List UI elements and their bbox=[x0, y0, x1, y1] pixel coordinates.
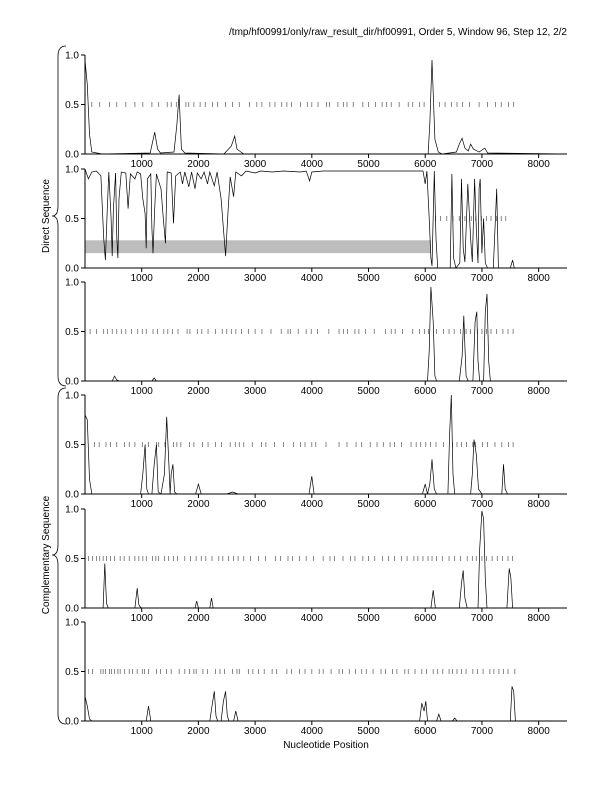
x-tick-label: 1000 bbox=[131, 613, 154, 624]
y-tick-label: 1.0 bbox=[65, 51, 79, 62]
chart-title: /tmp/hf00991/only/raw_result_dir/hf00991… bbox=[229, 27, 567, 38]
x-tick-label: 6000 bbox=[414, 726, 437, 737]
y-tick-label: 1.0 bbox=[65, 278, 79, 289]
y-tick-label: 0.0 bbox=[65, 490, 79, 501]
y-tick-label: 0.5 bbox=[65, 667, 79, 678]
x-tick-label: 4000 bbox=[301, 386, 324, 397]
y-tick-label: 0.5 bbox=[65, 100, 79, 111]
series-line-1 bbox=[84, 686, 567, 722]
x-tick-label: 1000 bbox=[131, 386, 154, 397]
x-tick-label: 1000 bbox=[131, 726, 154, 737]
y-tick-label: 1.0 bbox=[65, 165, 79, 176]
x-tick-label: 8000 bbox=[528, 386, 551, 397]
y-tick-label: 1.0 bbox=[65, 505, 79, 516]
series-line-1 bbox=[84, 168, 567, 269]
x-tick-label: 2000 bbox=[187, 726, 210, 737]
x-tick-label: 7000 bbox=[471, 726, 494, 737]
y-tick-label: 0.5 bbox=[65, 440, 79, 451]
series-line-1 bbox=[85, 510, 567, 609]
x-tick-label: 4000 bbox=[301, 499, 324, 510]
x-tick-label: 8000 bbox=[528, 726, 551, 737]
x-tick-label: 5000 bbox=[357, 499, 380, 510]
y-tick-label: 0.0 bbox=[65, 264, 79, 275]
x-tick-label: 6000 bbox=[414, 273, 437, 284]
x-tick-label: 5000 bbox=[357, 273, 380, 284]
x-tick-label: 4000 bbox=[301, 159, 324, 170]
x-tick-label: 4000 bbox=[301, 273, 324, 284]
x-tick-label: 3000 bbox=[244, 499, 267, 510]
x-tick-label: 5000 bbox=[357, 613, 380, 624]
x-tick-label: 8000 bbox=[528, 273, 551, 284]
chart-panels: 0.0 0.5 1.0 1000 2000 3000 4000 5000 6000 7000 800… bbox=[65, 51, 568, 737]
x-tick-label: 7000 bbox=[471, 499, 494, 510]
y-tick-label: 0.0 bbox=[65, 377, 79, 388]
x-tick-label: 6000 bbox=[414, 159, 437, 170]
x-tick-label: 3000 bbox=[244, 159, 267, 170]
x-tick-label: 7000 bbox=[471, 273, 494, 284]
group-label-direct: Direct Sequence bbox=[41, 179, 52, 253]
y-tick-label: 0.5 bbox=[65, 214, 79, 225]
chart-panel-5: 0.0 0.5 1.0 1000 2000 3000 4000 5000 6000 7000 800… bbox=[65, 505, 567, 624]
x-tick-label: 8000 bbox=[528, 499, 551, 510]
x-tick-label: 7000 bbox=[471, 159, 494, 170]
x-tick-label: 1000 bbox=[131, 159, 154, 170]
x-tick-label: 2000 bbox=[187, 386, 210, 397]
group-label-complementary: Complementary Sequence bbox=[41, 495, 52, 614]
x-tick-label: 6000 bbox=[414, 499, 437, 510]
group-brace-complementary bbox=[51, 387, 67, 725]
series-line-1 bbox=[84, 59, 568, 155]
x-tick-label: 3000 bbox=[244, 613, 267, 624]
x-tick-label: 3000 bbox=[244, 273, 267, 284]
x-tick-label: 1000 bbox=[131, 499, 154, 510]
x-tick-label: 6000 bbox=[414, 386, 437, 397]
x-tick-label: 3000 bbox=[244, 726, 267, 737]
x-tick-label: 7000 bbox=[471, 386, 494, 397]
x-axis-label: Nucleotide Position bbox=[283, 740, 369, 751]
y-tick-label: 1.0 bbox=[65, 391, 79, 402]
x-tick-label: 3000 bbox=[244, 386, 267, 397]
x-tick-label: 6000 bbox=[414, 613, 437, 624]
y-tick-label: 0.5 bbox=[65, 327, 79, 338]
x-tick-label: 2000 bbox=[187, 159, 210, 170]
x-tick-label: 2000 bbox=[187, 499, 210, 510]
x-tick-label: 8000 bbox=[528, 159, 551, 170]
group-brace-direct bbox=[51, 45, 67, 387]
chart-panel-3: 0.0 0.5 1.0 1000 2000 3000 4000 5000 6000 7000 800… bbox=[65, 278, 567, 397]
x-tick-label: 2000 bbox=[187, 613, 210, 624]
y-tick-label: 0.5 bbox=[65, 554, 79, 565]
chart-panel-6: 0.0 0.5 1.0 1000 2000 3000 4000 5000 6000 7000 800… bbox=[65, 618, 567, 737]
x-tick-label: 4000 bbox=[301, 726, 324, 737]
x-tick-label: 5000 bbox=[357, 386, 380, 397]
chart-panel-2: 0.0 0.5 1.0 1000 2000 3000 4000 5000 6000 7000 800… bbox=[65, 165, 567, 284]
y-tick-label: 0.0 bbox=[65, 604, 79, 615]
x-tick-label: 7000 bbox=[471, 613, 494, 624]
x-tick-label: 8000 bbox=[528, 613, 551, 624]
shaded-band bbox=[85, 240, 431, 254]
chart-panel-4: 0.0 0.5 1.0 1000 2000 3000 4000 5000 6000 7000 800… bbox=[65, 391, 567, 510]
y-tick-label: 0.0 bbox=[65, 717, 79, 728]
x-tick-label: 1000 bbox=[131, 273, 154, 284]
y-tick-label: 1.0 bbox=[65, 618, 79, 629]
x-tick-label: 5000 bbox=[357, 159, 380, 170]
y-tick-label: 0.0 bbox=[65, 150, 79, 161]
x-tick-label: 5000 bbox=[357, 726, 380, 737]
x-tick-label: 2000 bbox=[187, 273, 210, 284]
x-tick-label: 4000 bbox=[301, 613, 324, 624]
chart-panel-1: 0.0 0.5 1.0 1000 2000 3000 4000 5000 6000 7000 800… bbox=[65, 51, 568, 170]
